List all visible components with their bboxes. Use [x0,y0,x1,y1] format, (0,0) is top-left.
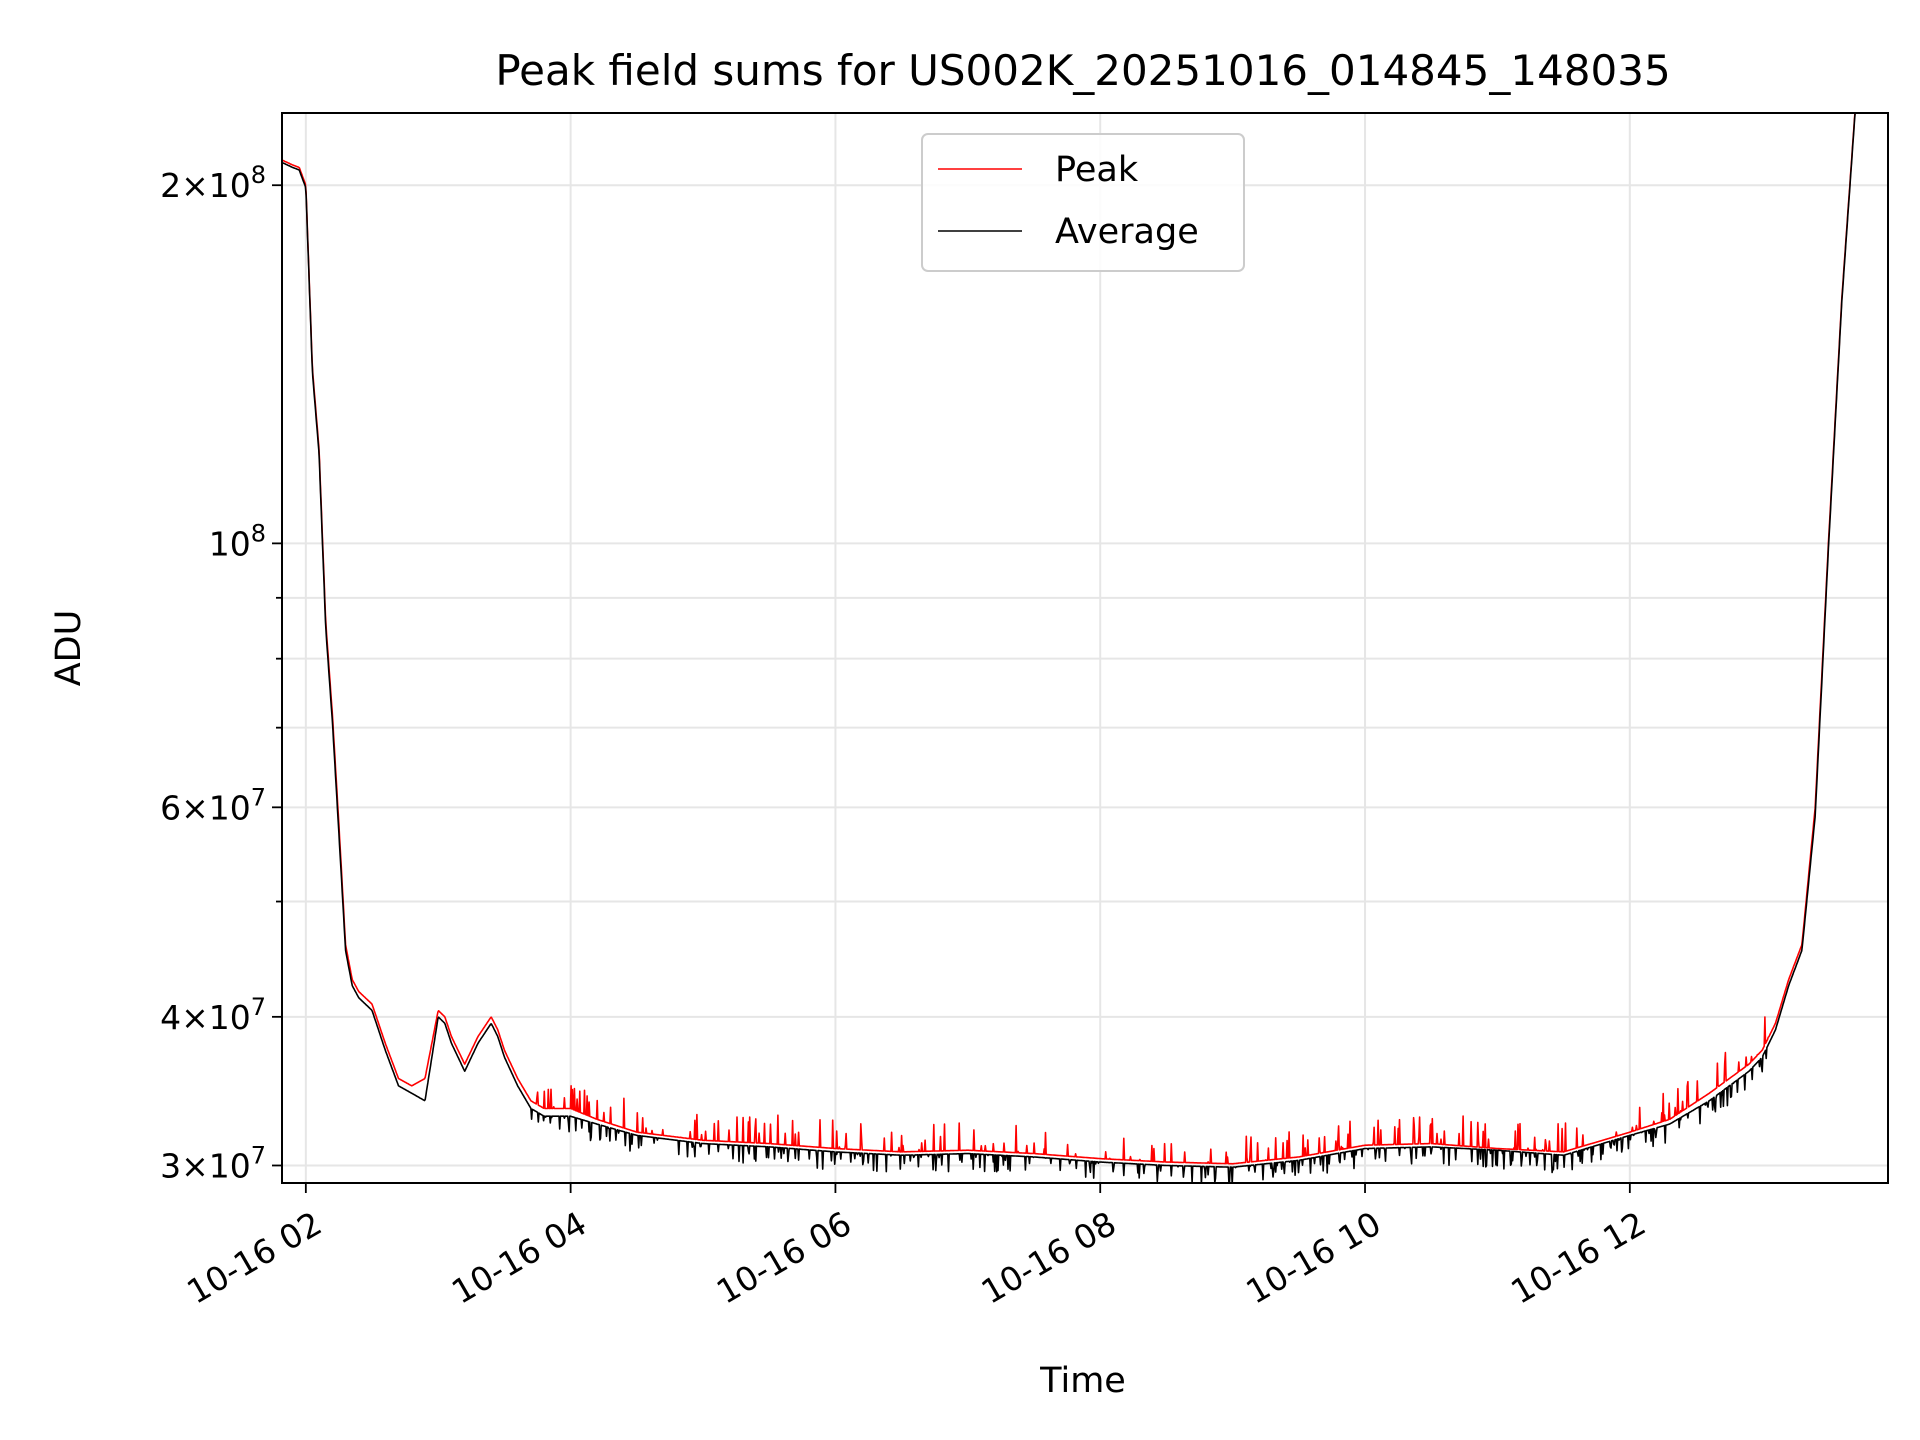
y-tick-label: 2×108 [160,161,266,205]
y-tick-mantissa: 4×10 [160,998,251,1037]
y-tick-exponent: 7 [251,783,266,811]
y-tick-mantissa: 6×10 [160,788,251,827]
y-tick-exponent: 7 [251,993,266,1021]
y-tick-exponent: 7 [251,1141,266,1169]
y-tick-exponent: 8 [251,161,266,189]
y-tick-mantissa: 2×10 [160,166,251,205]
legend: Peak Average [921,133,1245,272]
x-axis-label: Time [1039,1361,1126,1401]
y-tick-label: 3×107 [160,1141,266,1185]
y-tick-label: 4×107 [160,993,266,1037]
series-line-peak [282,113,1856,1165]
plot-frame [281,112,1889,1184]
chart-title: Peak field sums for US002K_20251016_0148… [495,46,1670,95]
y-axis-label: ADU [49,610,89,687]
y-tick-mantissa: 10 [209,524,251,563]
y-tick-label: 6×107 [160,783,266,827]
legend-label-average: Average [1055,212,1199,252]
y-tick-label: 108 [209,519,266,563]
y-tick-exponent: 8 [251,519,266,547]
series-area [282,113,1856,1183]
series-line-average [282,113,1856,1183]
y-tick-mantissa: 3×10 [160,1146,251,1185]
legend-label-peak: Peak [1055,150,1139,190]
